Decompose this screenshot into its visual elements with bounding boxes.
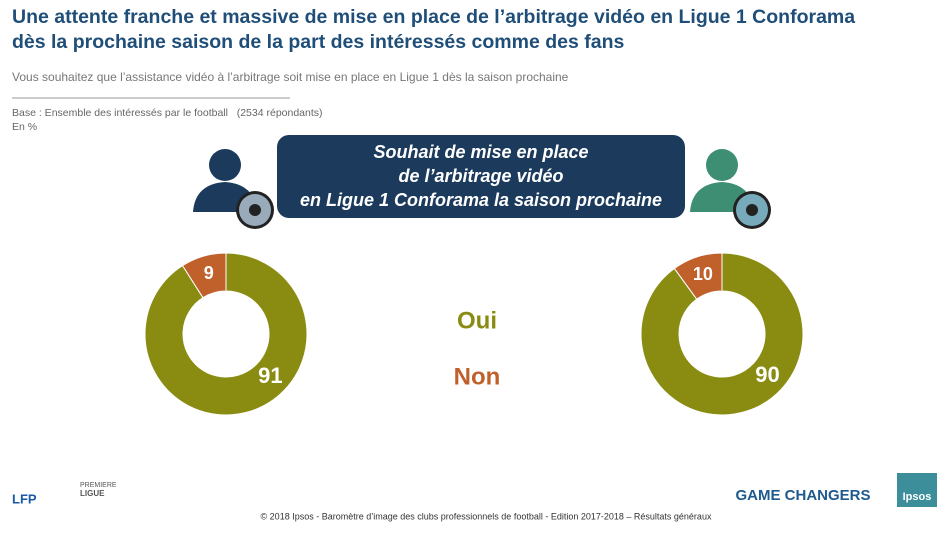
person-icon xyxy=(690,149,771,229)
banner-box xyxy=(277,135,685,218)
banner-text: Souhait de mise en place xyxy=(373,142,588,162)
tagline: GAME CHANGERS xyxy=(735,487,870,504)
donut-segment xyxy=(673,252,723,300)
person-icon xyxy=(193,149,274,229)
donut-segment xyxy=(640,252,804,416)
donut-segment xyxy=(181,252,227,299)
base: Base : Ensemble des intéressés par le fo… xyxy=(12,107,323,119)
copyright: © 2018 Ipsos - Baromètre d’image des clu… xyxy=(261,511,712,521)
logo-text: LIGUE xyxy=(80,489,105,498)
legend-label: Non xyxy=(454,363,501,390)
logo-text: LFP xyxy=(12,491,37,506)
banner-text: de l’arbitrage vidéo xyxy=(398,166,563,186)
data-label: 9 xyxy=(204,263,214,283)
unit: En % xyxy=(12,121,37,133)
title: dès la prochaine saison de la part des i… xyxy=(12,31,624,53)
data-label: 10 xyxy=(693,264,713,284)
question: Vous souhaitez que l’assistance vidéo à … xyxy=(12,70,569,84)
logo-text: Ipsos xyxy=(903,491,932,503)
donut-segment xyxy=(144,252,308,416)
banner-text: en Ligue 1 Conforama la saison prochaine xyxy=(300,190,662,210)
data-label: 91 xyxy=(258,363,282,388)
title: Une attente franche et massive de mise e… xyxy=(12,6,855,28)
data-label: 90 xyxy=(755,362,779,387)
ipsos-logo xyxy=(897,473,937,507)
legend-label: Oui xyxy=(457,307,497,334)
logo-text: PREMIERE xyxy=(80,482,117,489)
